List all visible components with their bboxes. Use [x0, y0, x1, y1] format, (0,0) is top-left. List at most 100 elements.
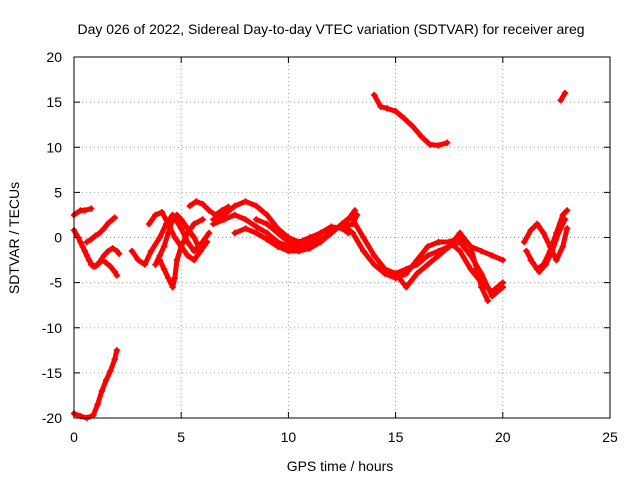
data-point-arc-14 — [306, 241, 314, 248]
data-point-arc-9 — [165, 274, 172, 282]
data-point-arc-9 — [171, 274, 178, 282]
data-point-arc-11 — [242, 198, 249, 205]
data-point-arc-8 — [160, 243, 168, 250]
data-point-arc-8 — [165, 229, 172, 237]
data-point-arc-5 — [105, 219, 112, 227]
data-point-arc-1 — [94, 401, 101, 408]
data-point-arc-18 — [467, 265, 474, 273]
data-point-arc-23 — [542, 261, 549, 268]
data-point-arc-10 — [205, 207, 213, 214]
data-point-arc-9 — [190, 220, 198, 228]
data-point-arc-19 — [370, 91, 378, 99]
data-point-arc-8 — [178, 216, 185, 223]
data-markers — [70, 89, 571, 422]
data-point-arc-19 — [426, 141, 434, 148]
data-point-arc-4 — [81, 247, 88, 255]
data-point-arc-18 — [446, 238, 453, 246]
data-point-arc-3 — [100, 252, 108, 259]
data-point-arc-4 — [107, 263, 114, 270]
data-point-arc-9 — [184, 229, 191, 237]
y-tick-label: -15 — [42, 365, 62, 381]
data-point-arc-6 — [184, 238, 191, 246]
data-point-arc-23 — [523, 247, 530, 255]
data-point-arc-15 — [488, 252, 496, 259]
data-point-arc-12 — [253, 223, 260, 230]
data-point-arc-16 — [403, 265, 410, 273]
data-point-arc-1 — [102, 376, 110, 384]
data-point-arc-10 — [225, 203, 232, 211]
data-point-arc-19 — [377, 103, 384, 110]
x-tick-label: 0 — [70, 429, 78, 445]
data-series-arc-8 — [153, 212, 203, 268]
data-point-arc-9 — [169, 283, 176, 291]
data-point-arc-12 — [220, 216, 228, 223]
grid-lines — [74, 57, 610, 418]
data-point-arc-19 — [418, 133, 425, 140]
data-point-arc-4 — [113, 272, 121, 279]
data-point-arc-15 — [478, 247, 485, 255]
x-tick-labels: 0 5 10 15 20 25 — [70, 429, 618, 445]
data-series-arc-15 — [339, 221, 506, 281]
data-point-arc-19 — [443, 139, 451, 146]
data-point-arc-9 — [160, 265, 168, 273]
x-tick-label: 10 — [281, 429, 297, 445]
x-tick-label: 25 — [602, 429, 618, 445]
data-point-arc-12 — [263, 229, 271, 237]
data-point-arc-12 — [317, 229, 324, 237]
data-point-arc-16 — [478, 270, 485, 277]
x-tick-label: 20 — [495, 429, 511, 445]
data-point-arc-7 — [203, 238, 211, 246]
data-point-arc-2 — [87, 205, 95, 212]
data-point-arc-13 — [274, 243, 281, 250]
axis-ticks — [73, 56, 611, 419]
y-tick-label: -5 — [50, 275, 63, 291]
data-point-arc-16 — [349, 216, 356, 223]
data-point-arc-7 — [190, 256, 198, 264]
data-point-arc-8 — [197, 247, 204, 255]
data-point-arc-1 — [111, 356, 118, 363]
data-point-arc-6 — [190, 247, 198, 255]
data-point-arc-14 — [253, 216, 260, 223]
data-point-arc-18 — [478, 279, 485, 286]
data-point-arc-15 — [349, 229, 356, 237]
y-tick-label: -20 — [42, 410, 62, 426]
data-point-arc-23 — [555, 229, 562, 237]
data-point-arc-11 — [231, 202, 238, 210]
y-tick-label: 10 — [46, 139, 62, 155]
data-point-arc-13 — [231, 229, 238, 237]
data-point-arc-14 — [274, 229, 281, 237]
data-point-arc-17 — [456, 229, 464, 237]
y-axis-label: SDTVAR / TECUs — [6, 182, 22, 294]
data-point-arc-6 — [178, 225, 185, 232]
data-point-arc-1 — [113, 347, 121, 354]
data-point-arc-19 — [409, 123, 416, 130]
data-point-arc-17 — [413, 270, 421, 277]
data-point-arc-13 — [263, 236, 271, 243]
data-point-arc-6 — [128, 247, 136, 255]
data-point-arc-6 — [135, 256, 142, 264]
data-point-arc-20 — [561, 89, 569, 97]
x-tick-label: 15 — [388, 429, 404, 445]
data-point-arc-1 — [107, 367, 114, 375]
data-point-arc-14 — [285, 238, 292, 246]
x-axis-label: GPS time / hours — [287, 458, 394, 474]
y-tick-label: 0 — [54, 230, 62, 246]
data-point-arc-4 — [94, 261, 101, 268]
data-point-arc-8 — [190, 234, 198, 241]
data-point-arc-17 — [484, 297, 491, 304]
data-point-arc-11 — [253, 202, 260, 210]
data-point-arc-5 — [83, 238, 91, 246]
data-point-arc-11 — [263, 211, 271, 219]
data-point-arc-6 — [156, 234, 163, 241]
data-point-arc-16 — [456, 238, 464, 246]
data-point-arc-5 — [100, 225, 108, 232]
data-point-arc-9 — [178, 243, 185, 250]
data-point-arc-15 — [370, 261, 378, 268]
data-point-arc-10 — [218, 207, 226, 214]
y-tick-label: 15 — [46, 94, 62, 110]
data-series-arc-19 — [371, 92, 450, 148]
data-point-arc-16 — [424, 252, 431, 259]
data-series-arc-18 — [446, 239, 506, 295]
data-series-arc-7 — [146, 209, 210, 263]
data-point-arc-18 — [456, 247, 464, 255]
